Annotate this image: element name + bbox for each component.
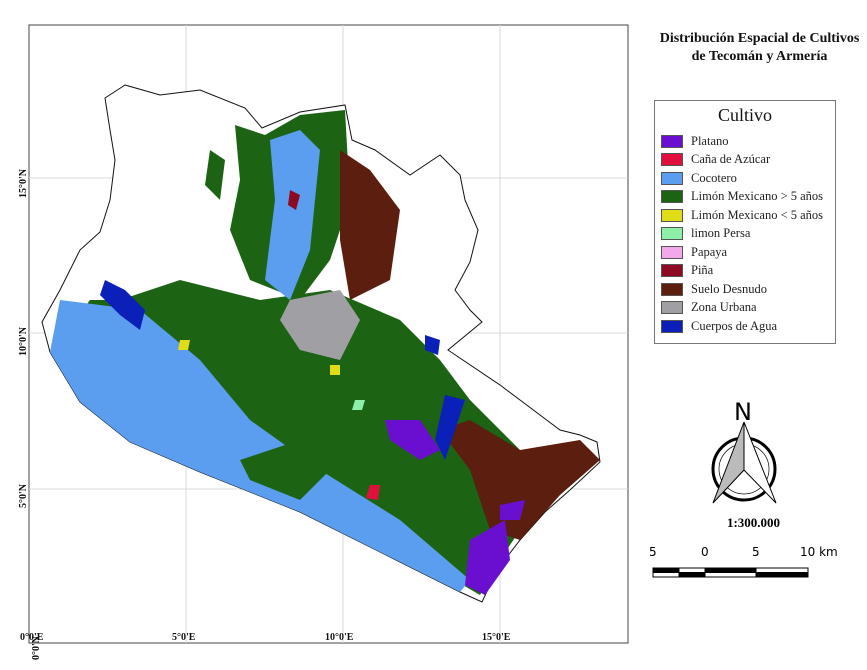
zona-urbana-area: [280, 290, 360, 360]
platano-area: [500, 500, 525, 520]
legend-swatch: [661, 301, 683, 315]
map-title: Distribución Espacial de Cultivos de Tec…: [659, 31, 860, 64]
legend-item: Zona Urbana: [655, 299, 835, 318]
limon-mexicano-area: [240, 440, 330, 500]
legend-label: Zona Urbana: [691, 300, 757, 315]
x-label-15: 15°0'E: [482, 632, 511, 643]
scale-label: 5: [752, 545, 760, 559]
platano-area: [465, 520, 510, 595]
legend-item: Limón Mexicano < 5 años: [655, 206, 835, 225]
legend-swatch: [661, 245, 683, 259]
limon-persa-area: [352, 400, 365, 410]
cuerpos-de-agua-area: [425, 335, 440, 355]
legend-swatch: [661, 227, 683, 241]
legend-label: Papaya: [691, 244, 728, 259]
limon-mexicano-joven-area: [330, 365, 340, 375]
legend: Cultivo Platano Caña de Azúcar Cocotero Lim…: [654, 100, 836, 344]
y-label-5: 5°0'N: [18, 483, 29, 508]
scale-label: 10 km: [800, 545, 838, 559]
pina-area: [288, 190, 300, 210]
y-label-15: 15°0'N: [18, 168, 29, 198]
legend-label: Platano: [691, 133, 729, 148]
cuerpos-de-agua-area: [435, 395, 465, 460]
cana-azucar-area: [366, 485, 380, 500]
legend-label: Limón Mexicano < 5 años: [691, 207, 824, 222]
platano-area: [385, 420, 440, 460]
legend-item: Limón Mexicano > 5 años: [655, 188, 835, 207]
legend-label: Limón Mexicano > 5 años: [691, 189, 824, 204]
legend-label: Caña de Azúcar: [691, 152, 771, 167]
legend-item: Suelo Desnudo: [655, 280, 835, 299]
y-label-0: 0°0'N: [31, 635, 42, 660]
cocotero-area: [50, 300, 470, 592]
legend-swatch: [661, 171, 683, 185]
legend-label: limon Persa: [691, 226, 751, 241]
legend-item: Caña de Azúcar: [655, 151, 835, 170]
north-arrow-icon: N: [711, 398, 777, 504]
x-label-5: 5°0'E: [172, 632, 196, 643]
suelo-desnudo-area: [440, 420, 600, 540]
cuerpos-de-agua-area: [100, 280, 145, 330]
cocotero-area: [265, 130, 320, 300]
legend-swatch: [661, 282, 683, 296]
legend-swatch: [661, 208, 683, 222]
legend-label: Piña: [691, 263, 714, 278]
svg-text:N: N: [734, 398, 752, 426]
legend-swatch: [661, 319, 683, 333]
legend-label: Cuerpos de Agua: [691, 318, 778, 333]
legend-item: Platano: [655, 132, 835, 151]
legend-title: Cultivo: [717, 105, 772, 125]
legend-swatch: [661, 190, 683, 204]
legend-swatch: [661, 153, 683, 167]
legend-swatch: [661, 134, 683, 148]
land-cover-layer: [50, 110, 600, 595]
limon-mexicano-area: [205, 150, 225, 200]
x-label-0: 0°0'E: [20, 632, 44, 643]
legend-label: Suelo Desnudo: [691, 281, 768, 296]
legend-item: Cuerpos de Agua: [655, 317, 835, 336]
suelo-desnudo-area: [340, 150, 400, 300]
legend-label: Cocotero: [691, 170, 737, 185]
x-label-10: 10°0'E: [325, 632, 354, 643]
legend-item: Papaya: [655, 243, 835, 262]
scale-bar: [652, 567, 809, 578]
legend-item: Piña: [655, 262, 835, 281]
limon-mexicano-joven-area: [178, 340, 190, 350]
y-label-10: 10°0'N: [18, 326, 29, 356]
scale-label: 0: [701, 545, 709, 559]
scale-ratio: 1:300.000: [726, 515, 781, 530]
legend-item: limon Persa: [655, 225, 835, 244]
scale-label: 5: [649, 545, 657, 559]
legend-swatch: [661, 264, 683, 278]
legend-item: Cocotero: [655, 169, 835, 188]
